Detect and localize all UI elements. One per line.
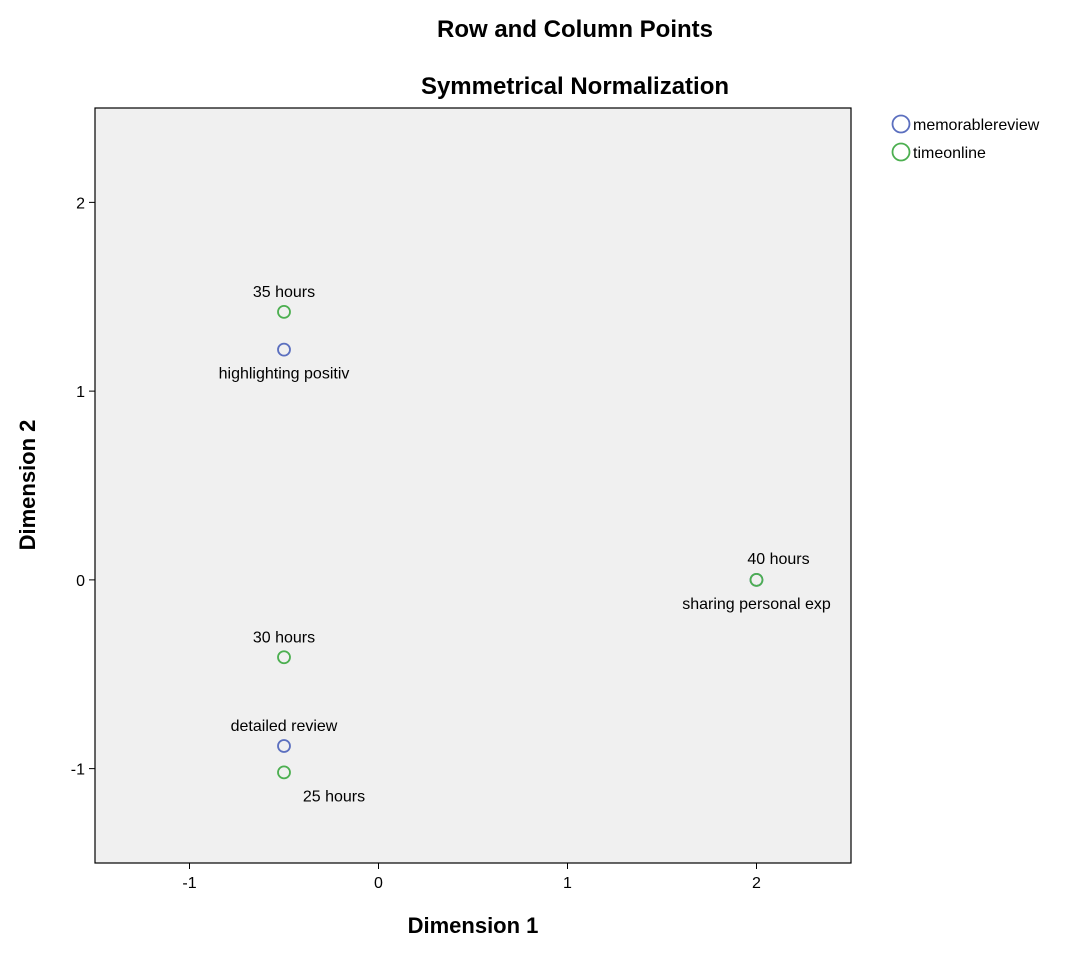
data-points: highlighting positiv sharing personal exp… — [219, 284, 831, 806]
point-label: 35 hours — [253, 284, 315, 301]
y-tick-label: 2 — [76, 195, 85, 212]
timeonline-point — [277, 304, 291, 319]
point-label: sharing personal exp — [682, 596, 831, 613]
point-label: detailed review — [231, 718, 338, 735]
y-tick-label: -1 — [71, 762, 85, 779]
point-label: 25 hours — [303, 788, 365, 805]
y-tick-label: 1 — [76, 384, 85, 401]
point-label: highlighting positiv — [219, 366, 350, 383]
x-axis: -1 0 1 2 — [182, 863, 761, 892]
legend-marker — [891, 114, 911, 134]
y-axis: -1 0 1 2 — [71, 195, 95, 779]
x-tick-label: 1 — [563, 875, 572, 892]
legend-label: timeonline — [913, 145, 986, 162]
legend-marker — [891, 142, 911, 162]
timeonline-point — [277, 765, 291, 780]
point-label: 30 hours — [253, 629, 315, 646]
plot-area — [94, 107, 852, 864]
x-tick-label: -1 — [182, 875, 196, 892]
x-tick-label: 0 — [374, 875, 383, 892]
y-tick-label: 0 — [76, 573, 85, 590]
legend: memorablereview timeonline — [891, 114, 1040, 162]
memorablereview-point — [277, 739, 291, 753]
chart-subtitle: Symmetrical Normalization — [421, 73, 729, 100]
timeonline-point — [277, 650, 291, 665]
x-axis-title: Dimension 1 — [408, 913, 539, 938]
memorablereview-point — [277, 342, 291, 357]
timeonline-point — [749, 572, 764, 587]
legend-label: memorablereview — [913, 117, 1040, 134]
point-label: 40 hours — [747, 551, 809, 568]
y-axis-title: Dimension 2 — [15, 420, 40, 551]
x-tick-label: 2 — [752, 875, 761, 892]
chart-title: Row and Column Points — [437, 16, 713, 43]
